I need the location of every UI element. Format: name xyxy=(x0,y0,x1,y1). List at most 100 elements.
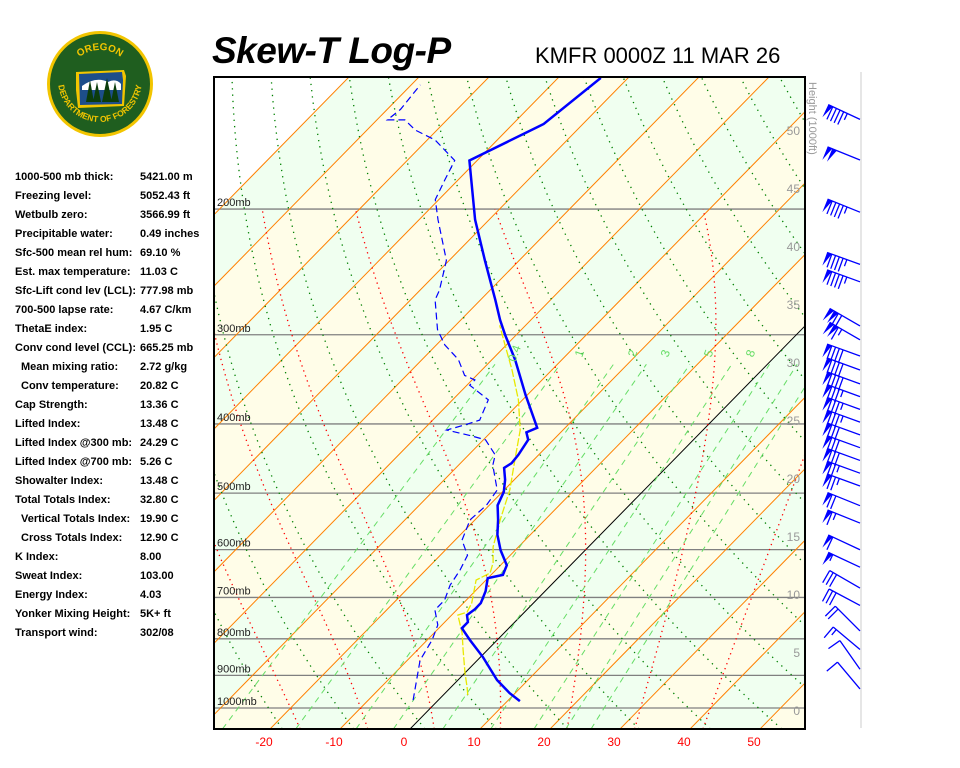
wind-barb-staff xyxy=(828,551,861,568)
wind-barb-staff xyxy=(837,661,861,690)
wind-barb-half-flag xyxy=(829,554,834,562)
isotherm xyxy=(339,253,805,729)
isotherm xyxy=(214,77,770,645)
wind-barb-flag xyxy=(830,360,837,375)
dry-adiabat xyxy=(23,76,140,730)
stat-value: 11.03 C xyxy=(140,266,178,278)
wind-barb-flag xyxy=(826,106,834,120)
oregon-department-of-forestry-logo: OREGON DEPARTMENT OF FORESTRY xyxy=(47,31,153,137)
wind-barb-staff xyxy=(826,409,861,423)
stat-label: Yonker Mixing Height: xyxy=(15,608,131,620)
wind-barb-staff xyxy=(839,640,861,670)
wind-barb-staff xyxy=(829,321,861,341)
wind-barb-staff xyxy=(828,104,861,120)
isotherm xyxy=(269,182,805,729)
wind-barb-half-flag xyxy=(840,415,844,423)
wind-barb-staff xyxy=(826,396,861,411)
stat-label: Lifted Index @300 mb: xyxy=(15,437,133,449)
pressure-label: 200mb xyxy=(217,197,251,209)
stat-label: Conv cond level (CCL): xyxy=(15,342,137,354)
stat-row: Mean mixing ratio: 2.72 g/kg xyxy=(15,358,199,377)
wind-barb-flag xyxy=(833,362,840,376)
height-tick-label: 20 xyxy=(787,472,801,486)
mixing-ratio-label: 1 xyxy=(572,348,588,359)
wind-barb xyxy=(822,307,861,328)
wind-barb-half-flag xyxy=(843,259,848,267)
mixing-ratio-line xyxy=(442,364,691,729)
wind-barb xyxy=(822,321,861,341)
stat-label: Showalter Index: xyxy=(15,475,104,487)
wind-barb xyxy=(823,626,861,651)
dry-adiabat xyxy=(68,76,211,730)
dry-adiabat xyxy=(935,76,960,730)
stat-value: 24.29 C xyxy=(140,437,179,449)
dry-adiabat xyxy=(270,77,569,729)
wind-barb-flag xyxy=(837,258,844,272)
wind-barb-flag xyxy=(833,348,840,362)
stat-value: 5421.00 m xyxy=(140,171,193,183)
isotherm xyxy=(214,77,560,430)
wind-barb xyxy=(822,269,861,290)
wind-barb-flag xyxy=(826,359,833,374)
mixing-ratio-line xyxy=(222,364,496,729)
wind-barb-pennant xyxy=(822,509,833,523)
isotherm xyxy=(214,77,700,573)
wind-barb-pennant xyxy=(822,410,832,424)
wind-barb-staff xyxy=(826,384,861,398)
stat-row: Freezing level: 5052.43 ft xyxy=(15,187,199,206)
wind-barb-half-flag xyxy=(837,328,843,336)
dry-adiabat xyxy=(896,76,960,730)
wind-barb-flag xyxy=(837,275,844,290)
wind-barb xyxy=(822,473,861,491)
height-tick-label: 30 xyxy=(787,356,801,370)
wind-barb-flag xyxy=(833,203,841,218)
zero-isotherm xyxy=(409,325,805,729)
mixing-ratio-line xyxy=(490,364,733,729)
x-tick-label: 20 xyxy=(537,735,551,749)
wind-barb-half-flag xyxy=(836,465,840,473)
wind-barb-flag xyxy=(824,605,836,617)
wind-barb xyxy=(821,588,861,607)
mixing-ratio-line xyxy=(295,364,561,729)
mixing-ratio-label: 3 xyxy=(658,348,674,359)
wind-barb xyxy=(824,605,861,632)
stat-row: 700-500 lapse rate: 4.67 C/km xyxy=(15,301,199,320)
wind-barb-staff xyxy=(826,422,861,436)
stat-label: Wetbulb zero: xyxy=(15,209,88,221)
stat-row: Cross Totals Index: 12.90 C xyxy=(15,529,199,548)
wind-barb-pennant xyxy=(822,461,832,475)
dry-adiabat xyxy=(231,77,497,729)
stat-value: 665.25 mb xyxy=(140,342,194,354)
wind-barb xyxy=(822,569,861,589)
stat-value: 13.36 C xyxy=(140,399,179,411)
stat-row: Lifted Index @700 mb: 5.26 C xyxy=(15,453,199,472)
wind-barb-staff xyxy=(826,473,861,487)
stat-row: Showalter Index: 13.48 C xyxy=(15,472,199,491)
mixing-ratio-line xyxy=(565,364,798,729)
isotherm xyxy=(479,396,805,729)
stat-value: 4.03 xyxy=(140,589,162,601)
wind-barb-pennant xyxy=(822,552,833,566)
station-time-label: KMFR 0000Z 11 MAR 26 xyxy=(535,43,781,68)
stat-row: Conv temperature: 20.82 C xyxy=(15,377,199,396)
wind-barb xyxy=(822,146,861,162)
wind-barb xyxy=(822,104,861,125)
dry-adiabat xyxy=(857,76,960,730)
x-tick-label: -20 xyxy=(255,735,273,749)
wind-barb xyxy=(822,198,861,219)
wind-barb-flag xyxy=(837,363,844,378)
wind-barb-flag xyxy=(826,494,833,508)
stat-value: 302/08 xyxy=(140,627,174,639)
stat-value: 1.95 C xyxy=(140,323,173,335)
wind-barb-flag xyxy=(830,476,837,491)
stat-row: Yonker Mixing Height: 5K+ ft xyxy=(15,605,199,624)
height-tick-label: 35 xyxy=(787,298,801,312)
mixing-ratio-label: 8 xyxy=(743,348,759,359)
wind-barb-half-flag xyxy=(840,390,844,398)
svg-text:OREGON: OREGON xyxy=(75,42,125,60)
stat-value: 2.72 g/kg xyxy=(140,361,188,373)
stat-label: Sweat Index: xyxy=(15,570,83,582)
isotherm xyxy=(214,110,805,716)
chart-title: Skew-T Log-P xyxy=(212,30,451,71)
stat-value: 13.48 C xyxy=(140,418,179,430)
